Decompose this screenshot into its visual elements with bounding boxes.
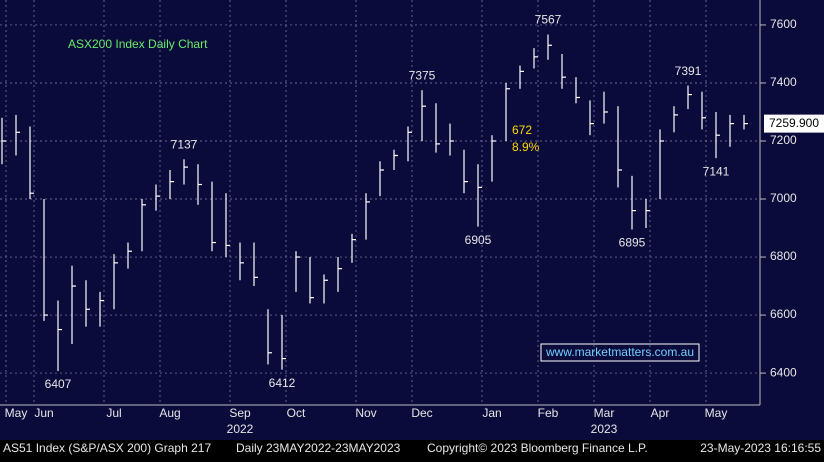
annotation: 7375 bbox=[409, 68, 436, 82]
annotation: 7137 bbox=[171, 137, 198, 151]
x-tick-label: Nov bbox=[355, 406, 376, 420]
change-percent: 8.9% bbox=[512, 140, 540, 154]
annotation: 6895 bbox=[619, 236, 646, 250]
last-price-box bbox=[764, 114, 824, 133]
annotation: 6407 bbox=[45, 377, 72, 391]
x-tick-label: Oct bbox=[287, 406, 306, 420]
y-tick-label: 7600 bbox=[770, 17, 797, 31]
x-tick-label: Sep bbox=[229, 406, 251, 420]
y-tick-label: 7400 bbox=[770, 75, 797, 89]
x-tick-label: May bbox=[705, 406, 728, 420]
y-tick-label: 7000 bbox=[770, 191, 797, 205]
y-tick-label: 6400 bbox=[770, 365, 797, 379]
y-tick-label: 6800 bbox=[770, 249, 797, 263]
x-tick-label: Jan bbox=[482, 406, 501, 420]
chart-title: ASX200 Index Daily Chart bbox=[68, 37, 208, 51]
y-tick-label: 6600 bbox=[770, 307, 797, 321]
year-label: 2023 bbox=[591, 422, 618, 436]
annotation: 6905 bbox=[465, 233, 492, 247]
watermark: www.marketmatters.com.au bbox=[545, 345, 694, 359]
watermark-box bbox=[540, 343, 700, 362]
x-tick-label: Dec bbox=[411, 406, 432, 420]
footer-range: Daily 23MAY2022-23MAY2023 bbox=[236, 441, 401, 455]
x-tick-label: Aug bbox=[159, 406, 180, 420]
last-price: 7259.900 bbox=[769, 116, 819, 130]
x-tick-label: May bbox=[5, 406, 28, 420]
annotation: 6412 bbox=[269, 376, 296, 390]
x-tick-label: Mar bbox=[594, 406, 615, 420]
annotation: 7141 bbox=[703, 164, 730, 178]
x-tick-label: Jun bbox=[34, 406, 53, 420]
footer-security: AS51 Index (S&P/ASX 200) Graph 217 bbox=[3, 441, 211, 455]
change-points: 672 bbox=[512, 123, 532, 137]
footer-timestamp: 23-May-2023 16:16:55 bbox=[700, 441, 821, 455]
year-label: 2022 bbox=[227, 422, 254, 436]
footer-bar bbox=[0, 440, 824, 457]
y-tick-label: 7200 bbox=[770, 133, 797, 147]
annotation: 7567 bbox=[535, 13, 562, 27]
footer-copyright: Copyright© 2023 Bloomberg Finance L.P. bbox=[427, 441, 648, 455]
x-tick-label: Apr bbox=[651, 406, 670, 420]
annotation: 7391 bbox=[675, 64, 702, 78]
x-tick-label: Jul bbox=[106, 406, 121, 420]
x-tick-label: Feb bbox=[538, 406, 559, 420]
